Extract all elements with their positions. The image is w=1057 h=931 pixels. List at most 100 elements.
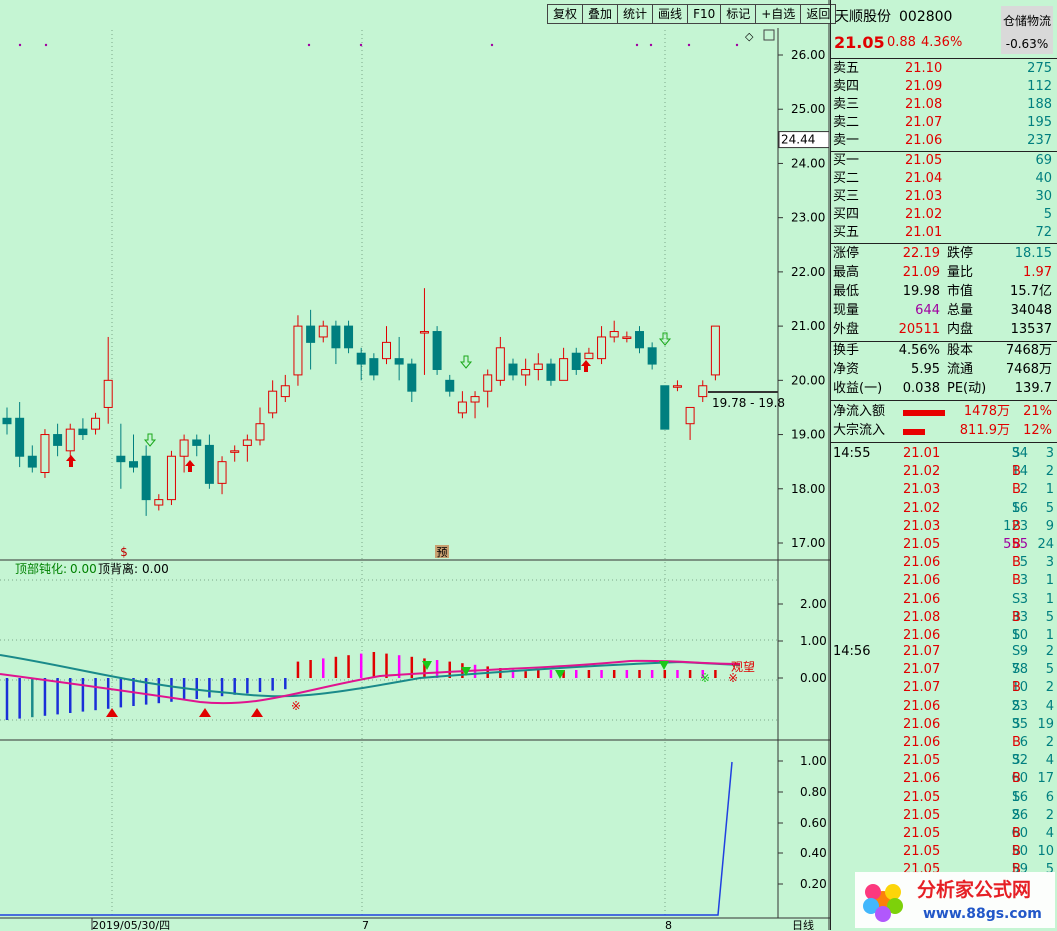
overlay-button[interactable]: 叠加 (582, 4, 619, 24)
stat-value: 7468万 (1005, 362, 1052, 377)
candle-body (635, 331, 644, 349)
stat-label: 最低 (833, 284, 860, 299)
tick-side: B (1012, 482, 1021, 498)
bid-row[interactable]: 买三 21.03 30 (831, 188, 1057, 206)
sector-box[interactable]: 仓储物流 -0.63% (1001, 6, 1053, 54)
stat-label: 外盘 (833, 322, 860, 337)
bid-label: 买四 (833, 207, 860, 222)
candle-body (457, 401, 467, 414)
ask-row[interactable]: 卖二 21.07 195 (831, 114, 1057, 132)
ask-row[interactable]: 卖一 21.06 237 (831, 132, 1057, 150)
marker-dot (490, 43, 494, 47)
candle-body (698, 385, 708, 398)
tick-row[interactable]: 21.06 3 S 1 (831, 591, 1057, 609)
flow-row[interactable]: 净流入额 1478万 21% (831, 403, 1057, 421)
bid-price: 21.03 (905, 189, 943, 204)
tick-row[interactable]: 14:56 21.07 9 S 2 (831, 643, 1057, 661)
indicator-label: 顶部钝化: (15, 561, 67, 576)
stat-value: 15.7亿 (1010, 284, 1052, 299)
tick-side: B (1012, 573, 1021, 589)
tick-row[interactable]: 21.02 16 S 5 (831, 500, 1057, 518)
bid-row[interactable]: 买二 21.04 40 (831, 170, 1057, 188)
flow-bar (903, 410, 945, 416)
indicator-value: 0.00 (142, 562, 169, 576)
ask-volume: 188 (1027, 97, 1052, 112)
tick-row[interactable]: 21.03 123 B 9 (831, 518, 1057, 536)
up-triangle-icon (199, 708, 211, 717)
range-label: 19.78 - 19.8 (712, 396, 785, 410)
stat-value: 139.7 (1014, 381, 1052, 396)
tick-row[interactable]: 21.06 10 S 1 (831, 627, 1057, 645)
stat-row[interactable]: 换手 4.56% 股本 7468万 (831, 342, 1057, 360)
tick-count: 5 (1045, 500, 1054, 516)
tick-side: B (1012, 555, 1021, 571)
tick-row[interactable]: 21.06 6 B 2 (831, 734, 1057, 752)
add-watchlist-button[interactable]: +自选 (755, 4, 802, 24)
ind-tick-label: 0.00 (800, 671, 827, 685)
stat-row[interactable]: 收益(一) 0.038 PE(动) 139.7 (831, 380, 1057, 398)
bid-row[interactable]: 买一 21.05 69 (831, 152, 1057, 170)
tick-row[interactable]: 21.06 35 S 19 (831, 716, 1057, 734)
stat-row[interactable]: 外盘 20511 内盘 13537 (831, 321, 1057, 339)
candle-body (622, 336, 632, 339)
tick-row[interactable]: 21.05 16 S 6 (831, 789, 1057, 807)
flow-row[interactable]: 大宗流入 811.9万 12% (831, 422, 1057, 440)
tick-row[interactable]: 21.05 32 S 4 (831, 752, 1057, 770)
tick-price: 21.07 (903, 662, 941, 678)
tick-row[interactable]: 21.08 33 B 5 (831, 609, 1057, 627)
mark-button[interactable]: 标记 (720, 4, 757, 24)
back-button[interactable]: 返回 (800, 4, 837, 24)
tick-row[interactable]: 14:55 21.01 34 S 3 (831, 445, 1057, 463)
tick-row[interactable]: 21.06 3 B 1 (831, 572, 1057, 590)
tick-count: 17 (1037, 771, 1054, 787)
tick-row[interactable]: 21.07 10 B 2 (831, 679, 1057, 697)
tick-row[interactable]: 21.05 50 B 10 (831, 843, 1057, 861)
ind-tick-label: 1.00 (800, 634, 827, 648)
fuquan-button[interactable]: 复权 (547, 4, 584, 24)
tick-row[interactable]: 21.06 60 B 17 (831, 770, 1057, 788)
tick-row[interactable]: 21.02 14 B 2 (831, 463, 1057, 481)
draw-button[interactable]: 画线 (652, 4, 689, 24)
tick-row[interactable]: 21.05 26 S 2 (831, 807, 1057, 825)
bid-row[interactable]: 买五 21.01 72 (831, 224, 1057, 242)
stat-value: 34048 (1010, 303, 1052, 318)
ask-row[interactable]: 卖三 21.08 188 (831, 96, 1057, 114)
tick-row[interactable]: 21.07 78 S 5 (831, 661, 1057, 679)
ask-row[interactable]: 卖五 21.10 275 (831, 60, 1057, 78)
tick-row[interactable]: 21.05 555 B 24 (831, 536, 1057, 554)
s-marker: $ (120, 545, 128, 559)
stat-row[interactable]: 净资 5.95 流通 7468万 (831, 361, 1057, 379)
tick-price: 21.06 (903, 591, 941, 607)
tick-count: 4 (1045, 698, 1054, 714)
stat-row[interactable]: 最高 21.09 量比 1.97 (831, 264, 1057, 282)
bid-volume: 69 (1035, 153, 1052, 168)
guanwang-label: 观望 (731, 660, 755, 674)
tick-row[interactable]: 21.06 23 S 4 (831, 698, 1057, 716)
stat-row[interactable]: 现量 644 总量 34048 (831, 302, 1057, 320)
ask-row[interactable]: 卖四 21.09 112 (831, 78, 1057, 96)
tick-volume: 3 (1019, 591, 1028, 607)
stat-row[interactable]: 涨停 22.19 跌停 18.15 (831, 245, 1057, 263)
marker-dot (18, 43, 22, 47)
stat-label: 流通 (947, 362, 974, 377)
candle-body (419, 331, 429, 334)
stats-button[interactable]: 统计 (617, 4, 654, 24)
tick-side: B (1012, 862, 1021, 878)
tick-volume: 35 (1011, 716, 1028, 732)
bid-label: 买二 (833, 171, 860, 186)
watermark-url: www.88gs.com (923, 906, 1042, 922)
down-triangle-icon (461, 667, 471, 676)
tick-row[interactable]: 21.06 5 B 3 (831, 554, 1057, 572)
tick-row[interactable]: 21.03 2 B 1 (831, 481, 1057, 499)
f10-button[interactable]: F10 (687, 4, 722, 24)
sell-arrow-icon (459, 355, 473, 369)
candle-body (521, 368, 531, 376)
tick-row[interactable]: 21.05 60 B 4 (831, 825, 1057, 843)
tick-price: 21.03 (903, 518, 941, 534)
candle-body (533, 363, 543, 370)
bid-row[interactable]: 买四 21.02 5 (831, 206, 1057, 224)
candle-body (597, 336, 607, 360)
kline-chart[interactable]: ◇ 26.00 25.00 24.44 24.00 23.00 22.00 21.00 20.0… (0, 0, 830, 930)
stat-row[interactable]: 最低 19.98 市值 15.7亿 (831, 283, 1057, 301)
stat-label: 跌停 (947, 246, 974, 261)
